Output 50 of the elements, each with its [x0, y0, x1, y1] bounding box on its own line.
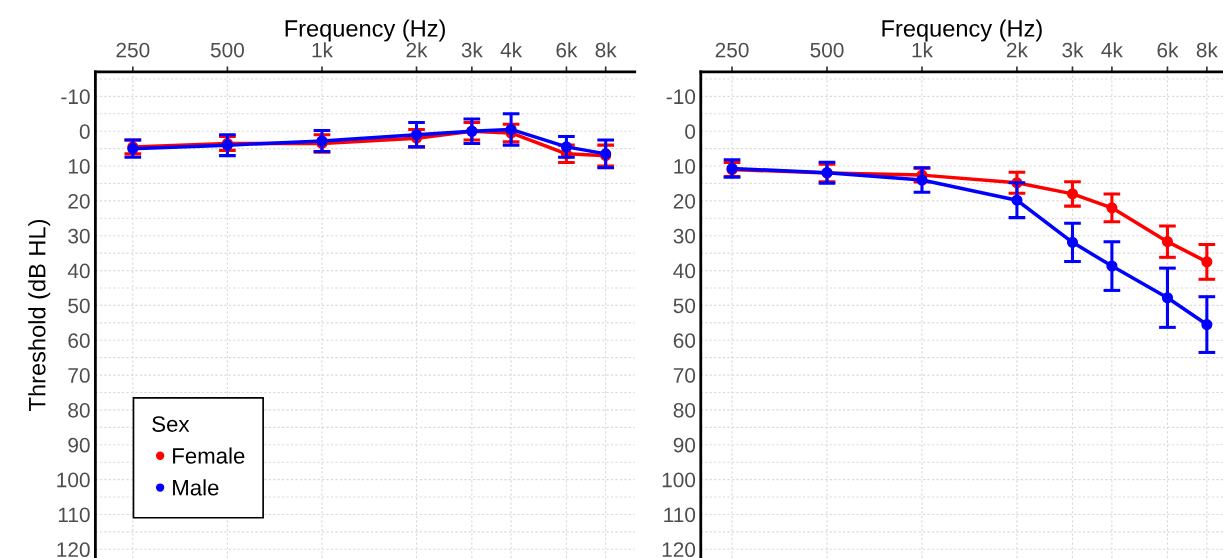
y-tick-label: 60	[68, 333, 90, 348]
y-tick-label: 50	[68, 298, 90, 314]
y-tick-label: 70	[673, 368, 696, 383]
x-tick-label: 500	[210, 42, 244, 58]
y-tick-label: 100	[662, 472, 696, 488]
y-axis-title: Threshold (dB HL)	[28, 220, 51, 411]
x-axis-title: Frequency (Hz)	[882, 19, 1042, 42]
y-tick-label: 20	[673, 193, 696, 209]
y-tick-label: 120	[57, 542, 90, 558]
y-tick-label: 80	[673, 402, 696, 418]
y-tick-label: 100	[57, 472, 90, 488]
x-tick-label: 250	[116, 42, 150, 58]
x-tick-label: 1k	[312, 42, 333, 58]
y-tick-label: 80	[68, 402, 90, 418]
x-tick-label: 4k	[500, 42, 523, 58]
y-tick-label: 90	[68, 437, 90, 453]
y-tick-label: -10	[666, 89, 696, 105]
y-tick-label: 0	[79, 124, 90, 139]
y-tick-label: 40	[673, 263, 696, 279]
y-tick-label: 10	[674, 159, 696, 174]
x-tick-label: 8k	[595, 42, 617, 58]
y-tick-label: 30	[68, 228, 90, 244]
y-tick-label: 110	[58, 507, 90, 523]
x-tick-label: 500	[810, 42, 844, 58]
x-tick-label: 2k	[1006, 42, 1028, 58]
x-tick-label: 250	[715, 42, 749, 58]
y-tick-label: 30	[673, 228, 696, 244]
y-tick-label: 110	[664, 507, 696, 523]
y-tick-label: -10	[61, 89, 90, 105]
y-tick-label: 50	[673, 298, 696, 314]
x-tick-label: 6k	[556, 42, 578, 58]
x-tick-label: 3k	[461, 42, 483, 58]
y-tick-label: 40	[67, 263, 90, 279]
x-tick-label: 2k	[406, 42, 428, 58]
y-tick-label: 70	[68, 368, 90, 383]
y-tick-label: 90	[673, 437, 696, 453]
legend-title: Sex	[152, 416, 190, 432]
y-tick-label: 60	[673, 333, 696, 348]
y-tick-label: 10	[68, 159, 90, 174]
x-tick-label: 8k	[1196, 42, 1218, 58]
y-tick-label: 0	[685, 124, 696, 139]
y-tick-label: 120	[662, 542, 696, 558]
x-tick-label: 4k	[1101, 42, 1123, 58]
y-tick-label: 20	[68, 193, 90, 209]
legend-label: Male	[173, 479, 219, 496]
x-tick-label: 3k	[1062, 42, 1084, 58]
x-tick-label: 1k	[912, 42, 933, 58]
x-tick-label: 6k	[1157, 42, 1179, 58]
legend-label: Female	[173, 447, 245, 464]
x-axis-title: Frequency (Hz)	[285, 19, 445, 42]
